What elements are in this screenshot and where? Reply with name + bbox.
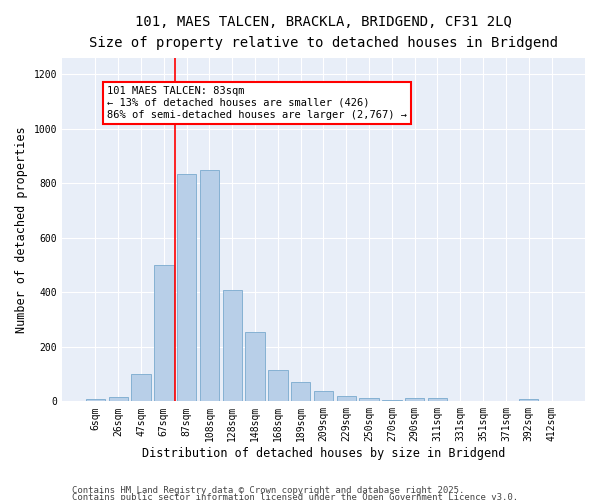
Bar	[542, 401, 561, 402]
Bar	[223, 290, 242, 402]
Bar	[86, 398, 105, 402]
Bar	[245, 332, 265, 402]
Bar	[337, 396, 356, 402]
Text: 101 MAES TALCEN: 83sqm
← 13% of detached houses are smaller (426)
86% of semi-de: 101 MAES TALCEN: 83sqm ← 13% of detached…	[107, 86, 407, 120]
Bar	[382, 400, 401, 402]
Text: Contains HM Land Registry data © Crown copyright and database right 2025.: Contains HM Land Registry data © Crown c…	[72, 486, 464, 495]
Bar	[405, 398, 424, 402]
X-axis label: Distribution of detached houses by size in Bridgend: Distribution of detached houses by size …	[142, 447, 505, 460]
Bar	[428, 398, 447, 402]
Title: 101, MAES TALCEN, BRACKLA, BRIDGEND, CF31 2LQ
Size of property relative to detac: 101, MAES TALCEN, BRACKLA, BRIDGEND, CF3…	[89, 15, 558, 50]
Bar	[109, 397, 128, 402]
Bar	[451, 400, 470, 402]
Bar	[473, 401, 493, 402]
Bar	[268, 370, 287, 402]
Bar	[154, 265, 173, 402]
Bar	[314, 391, 333, 402]
Bar	[177, 174, 196, 402]
Bar	[131, 374, 151, 402]
Text: Contains public sector information licensed under the Open Government Licence v3: Contains public sector information licen…	[72, 494, 518, 500]
Bar	[200, 170, 219, 402]
Y-axis label: Number of detached properties: Number of detached properties	[15, 126, 28, 333]
Bar	[291, 382, 310, 402]
Bar	[359, 398, 379, 402]
Bar	[519, 398, 538, 402]
